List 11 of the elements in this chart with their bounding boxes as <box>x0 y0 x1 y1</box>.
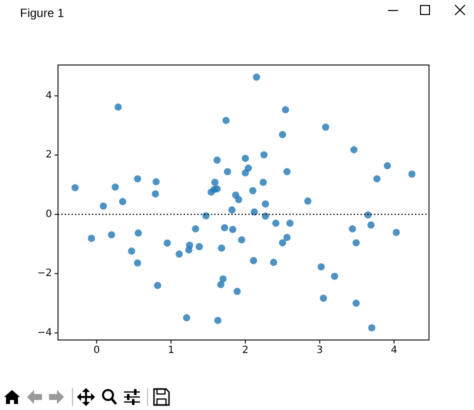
y-tick-label: −2 <box>37 268 52 280</box>
x-tick-label: 2 <box>242 345 249 356</box>
x-tick-label: 4 <box>390 345 398 356</box>
x-tick-label: 0 <box>93 345 100 356</box>
y-tick-label: 0 <box>46 208 52 220</box>
y-tick-label: 2 <box>46 150 52 161</box>
x-tick-label: 1 <box>168 345 174 356</box>
chart-title: Figure 1 <box>20 6 64 20</box>
y-tick-label: −4 <box>37 327 52 338</box>
x-tick-label: 3 <box>316 345 323 356</box>
y-tick-label: 4 <box>46 90 52 102</box>
